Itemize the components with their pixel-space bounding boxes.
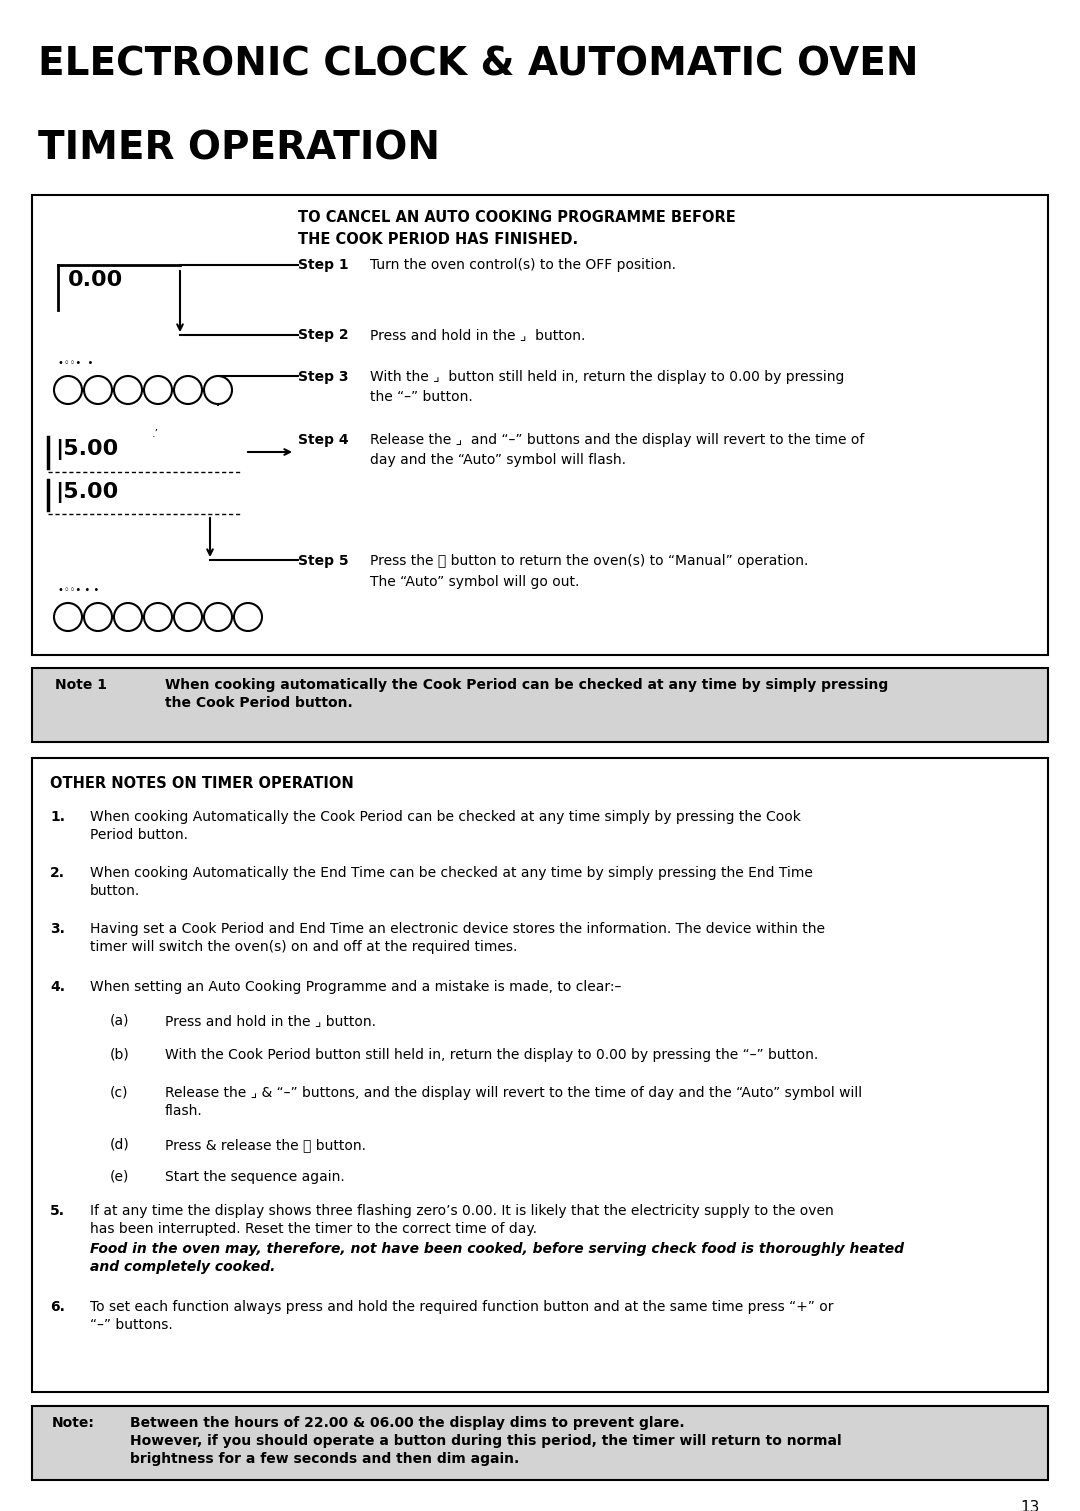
Circle shape	[234, 603, 262, 632]
Text: Step 3: Step 3	[298, 370, 349, 384]
Text: the “–” button.: the “–” button.	[370, 390, 473, 403]
Text: 13: 13	[1021, 1500, 1040, 1511]
Text: Food in the oven may, therefore, not have been cooked, before serving check food: Food in the oven may, therefore, not hav…	[90, 1242, 904, 1256]
Text: Start the sequence again.: Start the sequence again.	[165, 1170, 345, 1185]
Circle shape	[54, 376, 82, 403]
Text: To set each function always press and hold the required function button and at t: To set each function always press and ho…	[90, 1299, 834, 1331]
Text: When cooking Automatically the End Time can be checked at any time by simply pre: When cooking Automatically the End Time …	[90, 866, 813, 898]
Text: If at any time the display shows three flashing zero’s 0.00. It is likely that t: If at any time the display shows three f…	[90, 1204, 834, 1218]
Text: 3.: 3.	[50, 922, 65, 935]
Circle shape	[144, 376, 172, 403]
Text: |5.00: |5.00	[55, 482, 118, 503]
Circle shape	[174, 603, 202, 632]
Text: Having set a Cook Period and End Time an electronic device stores the informatio: Having set a Cook Period and End Time an…	[90, 922, 825, 953]
Text: Press the ⏰ button to return the oven(s) to “Manual” operation.: Press the ⏰ button to return the oven(s)…	[370, 555, 808, 568]
Text: 0.00: 0.00	[68, 270, 123, 290]
Text: TO CANCEL AN AUTO COOKING PROGRAMME BEFORE: TO CANCEL AN AUTO COOKING PROGRAMME BEFO…	[298, 210, 735, 225]
Text: Turn the oven control(s) to the OFF position.: Turn the oven control(s) to the OFF posi…	[370, 258, 676, 272]
Text: With the Cook Period button still held in, return the display to 0.00 by pressin: With the Cook Period button still held i…	[165, 1049, 819, 1062]
Bar	[32, 195, 1048, 654]
Bar	[32, 759, 1048, 1392]
Text: The “Auto” symbol will go out.: The “Auto” symbol will go out.	[370, 576, 579, 589]
Text: THE COOK PERIOD HAS FINISHED.: THE COOK PERIOD HAS FINISHED.	[298, 233, 578, 246]
Text: OTHER NOTES ON TIMER OPERATION: OTHER NOTES ON TIMER OPERATION	[50, 777, 354, 790]
Circle shape	[114, 603, 141, 632]
Text: Note:: Note:	[52, 1416, 95, 1429]
Text: Step 2: Step 2	[298, 328, 349, 341]
Circle shape	[144, 603, 172, 632]
Text: With the ⌟  button still held in, return the display to 0.00 by pressing: With the ⌟ button still held in, return …	[370, 370, 845, 384]
Circle shape	[84, 376, 112, 403]
Text: 6.: 6.	[50, 1299, 65, 1315]
Text: Note 1: Note 1	[55, 678, 107, 692]
Circle shape	[114, 376, 141, 403]
Text: (e): (e)	[110, 1170, 130, 1185]
Text: Press and hold in the ⌟ button.: Press and hold in the ⌟ button.	[165, 1014, 376, 1027]
Text: day and the “Auto” symbol will flash.: day and the “Auto” symbol will flash.	[370, 453, 626, 467]
Text: 5.: 5.	[50, 1204, 65, 1218]
Text: 4.: 4.	[50, 981, 65, 994]
Circle shape	[174, 376, 202, 403]
Text: 1.: 1.	[50, 810, 65, 823]
Circle shape	[54, 603, 82, 632]
Text: .’: .’	[152, 429, 159, 440]
Text: When cooking automatically the Cook Period can be checked at any time by simply : When cooking automatically the Cook Peri…	[165, 678, 888, 710]
Text: Step 5: Step 5	[298, 555, 349, 568]
Text: (a): (a)	[110, 1014, 130, 1027]
Circle shape	[204, 603, 232, 632]
Text: Press & release the ⏰ button.: Press & release the ⏰ button.	[165, 1138, 366, 1151]
Text: Between the hours of 22.00 & 06.00 the display dims to prevent glare.: Between the hours of 22.00 & 06.00 the d…	[130, 1416, 685, 1429]
Text: brightness for a few seconds and then dim again.: brightness for a few seconds and then di…	[130, 1452, 519, 1466]
Text: (c): (c)	[110, 1086, 129, 1100]
Text: |5.00: |5.00	[55, 440, 118, 459]
Text: (b): (b)	[110, 1049, 130, 1062]
Circle shape	[84, 603, 112, 632]
Text: When cooking Automatically the Cook Period can be checked at any time simply by : When cooking Automatically the Cook Peri…	[90, 810, 801, 842]
Text: Press and hold in the ⌟  button.: Press and hold in the ⌟ button.	[370, 328, 585, 341]
Text: Step 4: Step 4	[298, 434, 349, 447]
Text: TIMER OPERATION: TIMER OPERATION	[38, 130, 440, 168]
Text: and completely cooked.: and completely cooked.	[90, 1260, 275, 1274]
Text: Step 1: Step 1	[298, 258, 349, 272]
Text: •◦◦• • •: •◦◦• • •	[58, 585, 99, 595]
Text: Release the ⌟ & “–” buttons, and the display will revert to the time of day and : Release the ⌟ & “–” buttons, and the dis…	[165, 1086, 862, 1118]
Text: has been interrupted. Reset the timer to the correct time of day.: has been interrupted. Reset the timer to…	[90, 1222, 537, 1236]
Text: When setting an Auto Cooking Programme and a mistake is made, to clear:–: When setting an Auto Cooking Programme a…	[90, 981, 621, 994]
Text: However, if you should operate a button during this period, the timer will retur: However, if you should operate a button …	[130, 1434, 841, 1448]
Text: ELECTRONIC CLOCK & AUTOMATIC OVEN: ELECTRONIC CLOCK & AUTOMATIC OVEN	[38, 45, 918, 83]
Text: Release the ⌟  and “–” buttons and the display will revert to the time of: Release the ⌟ and “–” buttons and the di…	[370, 434, 864, 447]
Circle shape	[204, 376, 232, 403]
Bar	[32, 1407, 1048, 1479]
Bar	[32, 668, 1048, 742]
Text: •◦◦•  •: •◦◦• •	[58, 358, 93, 369]
Text: (d): (d)	[110, 1138, 130, 1151]
Text: 2.: 2.	[50, 866, 65, 879]
